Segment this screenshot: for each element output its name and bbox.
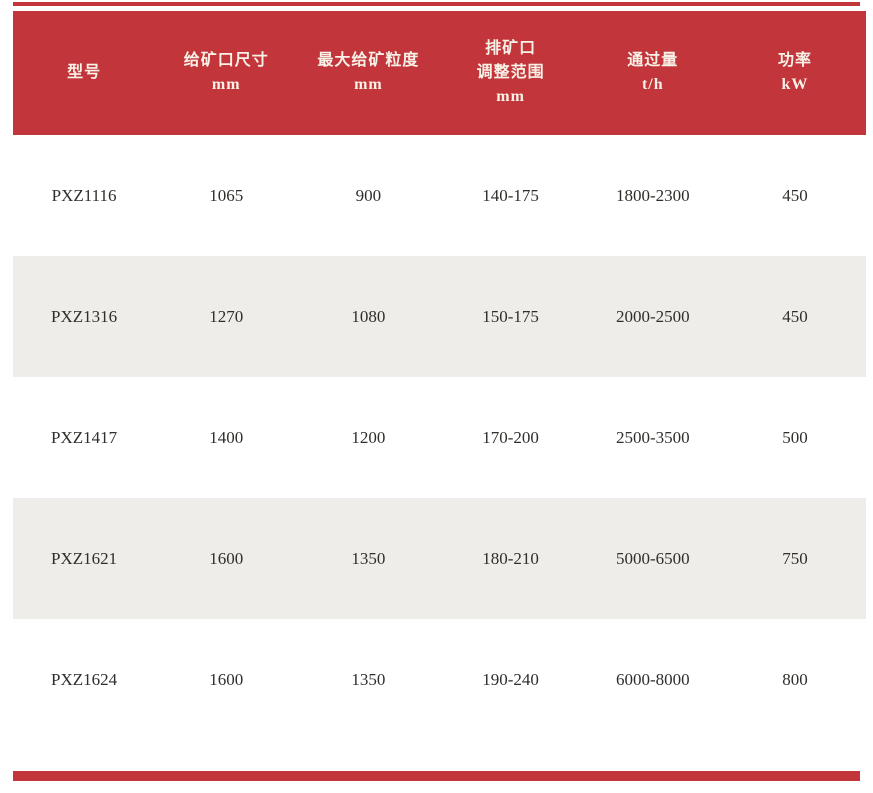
header-line: t/h (641, 76, 664, 93)
header-line: 排矿口 (485, 40, 537, 57)
product-spec-table: 型号 给矿口尺寸 mm 最大给矿粒度 mm 排矿口 调整范围 mm 通过量 (13, 11, 866, 740)
header-line: 通过量 (627, 52, 679, 69)
cell-discharge-opening-adjust-range: 170-200 (482, 427, 539, 447)
cell-feed-opening-size: 1600 (209, 669, 244, 689)
cell-model: PXZ1316 (51, 306, 118, 326)
table-row: PXZ1624 1600 1350 190-240 6000-8000 800 (13, 619, 866, 740)
cell-power: 450 (782, 306, 808, 326)
cell-feed-opening-size: 1400 (209, 427, 244, 447)
cell-throughput: 6000-8000 (615, 669, 690, 689)
header-line: kW (781, 76, 809, 93)
cell-feed-opening-size: 1600 (209, 548, 244, 568)
column-header-power: 功率 kW (724, 49, 866, 97)
header-line: 功率 (777, 52, 812, 69)
column-header-discharge-opening-adjust-range: 排矿口 调整范围 mm (440, 37, 582, 109)
cell-throughput: 2000-2500 (615, 306, 690, 326)
cell-model: PXZ1624 (51, 669, 118, 689)
cell-power: 500 (782, 427, 808, 447)
cell-discharge-opening-adjust-range: 150-175 (482, 306, 539, 326)
column-header-max-feed-particle-size: 最大给矿粒度 mm (297, 49, 439, 97)
cell-throughput: 2500-3500 (615, 427, 690, 447)
cell-discharge-opening-adjust-range: 190-240 (482, 669, 539, 689)
table-row: PXZ1116 1065 900 140-175 1800-2300 450 (13, 135, 866, 256)
cell-max-feed-particle-size: 1080 (351, 306, 386, 326)
cell-feed-opening-size: 1270 (209, 306, 244, 326)
cell-discharge-opening-adjust-range: 180-210 (482, 548, 539, 568)
cell-max-feed-particle-size: 1200 (351, 427, 386, 447)
cell-power: 450 (782, 185, 808, 205)
table-header-row: 型号 给矿口尺寸 mm 最大给矿粒度 mm 排矿口 调整范围 mm 通过量 (13, 11, 866, 135)
top-accent-bar (13, 2, 860, 6)
cell-max-feed-particle-size: 900 (355, 185, 382, 205)
cell-model: PXZ1116 (51, 185, 117, 205)
bottom-accent-bar (13, 771, 860, 781)
header-line: 型号 (67, 64, 102, 81)
cell-feed-opening-size: 1065 (209, 185, 244, 205)
column-header-feed-opening-size: 给矿口尺寸 mm (155, 49, 297, 97)
cell-max-feed-particle-size: 1350 (351, 548, 386, 568)
header-line: 调整范围 (476, 64, 545, 81)
cell-discharge-opening-adjust-range: 140-175 (482, 185, 539, 205)
column-header-throughput: 通过量 t/h (582, 49, 724, 97)
table-row: PXZ1621 1600 1350 180-210 5000-6500 750 (13, 498, 866, 619)
cell-power: 750 (782, 548, 808, 568)
column-header-model: 型号 (13, 61, 155, 85)
cell-model: PXZ1417 (51, 427, 118, 447)
header-line: mm (496, 88, 525, 105)
table-row: PXZ1316 1270 1080 150-175 2000-2500 450 (13, 256, 866, 377)
table-row: PXZ1417 1400 1200 170-200 2500-3500 500 (13, 377, 866, 498)
cell-throughput: 1800-2300 (615, 185, 690, 205)
header-line: 给矿口尺寸 (183, 52, 269, 69)
cell-throughput: 5000-6500 (615, 548, 690, 568)
header-line: 最大给矿粒度 (317, 52, 420, 69)
cell-power: 800 (782, 669, 808, 689)
header-line: mm (354, 76, 383, 93)
header-line: mm (211, 76, 241, 93)
cell-max-feed-particle-size: 1350 (351, 669, 386, 689)
cell-model: PXZ1621 (51, 548, 118, 568)
